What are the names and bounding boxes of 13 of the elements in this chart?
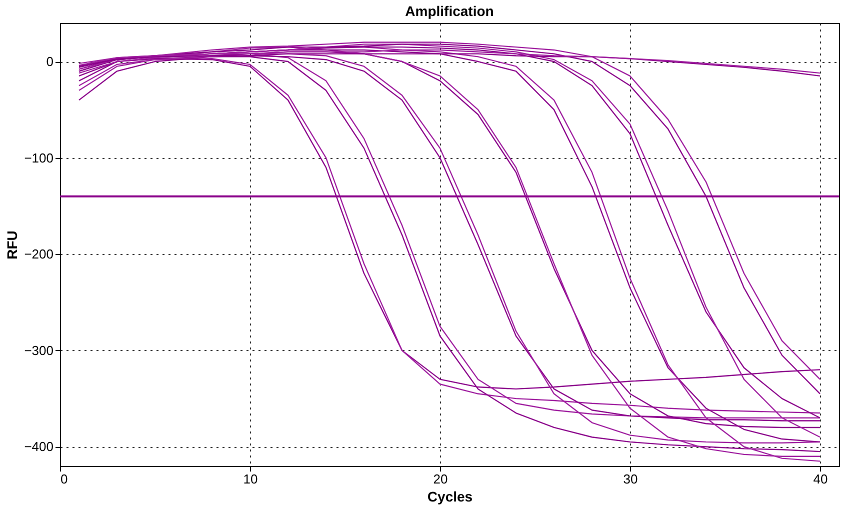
y-tick-label: 0: [46, 54, 54, 70]
y-axis-title: RFU: [4, 230, 20, 260]
x-axis-title: Cycles: [427, 488, 473, 504]
y-tick-label: −400: [24, 439, 54, 454]
x-tick-label: 10: [243, 472, 258, 486]
y-tick-label: −300: [24, 342, 54, 358]
y-tick-label: −100: [24, 150, 54, 166]
x-tick-label: 30: [623, 472, 638, 486]
x-tick-label: 40: [813, 472, 828, 486]
x-tick-label: 0: [60, 472, 68, 486]
y-tick-label: −200: [24, 246, 54, 262]
chart-title: Amplification: [405, 3, 494, 19]
x-tick-label: 20: [433, 472, 448, 486]
